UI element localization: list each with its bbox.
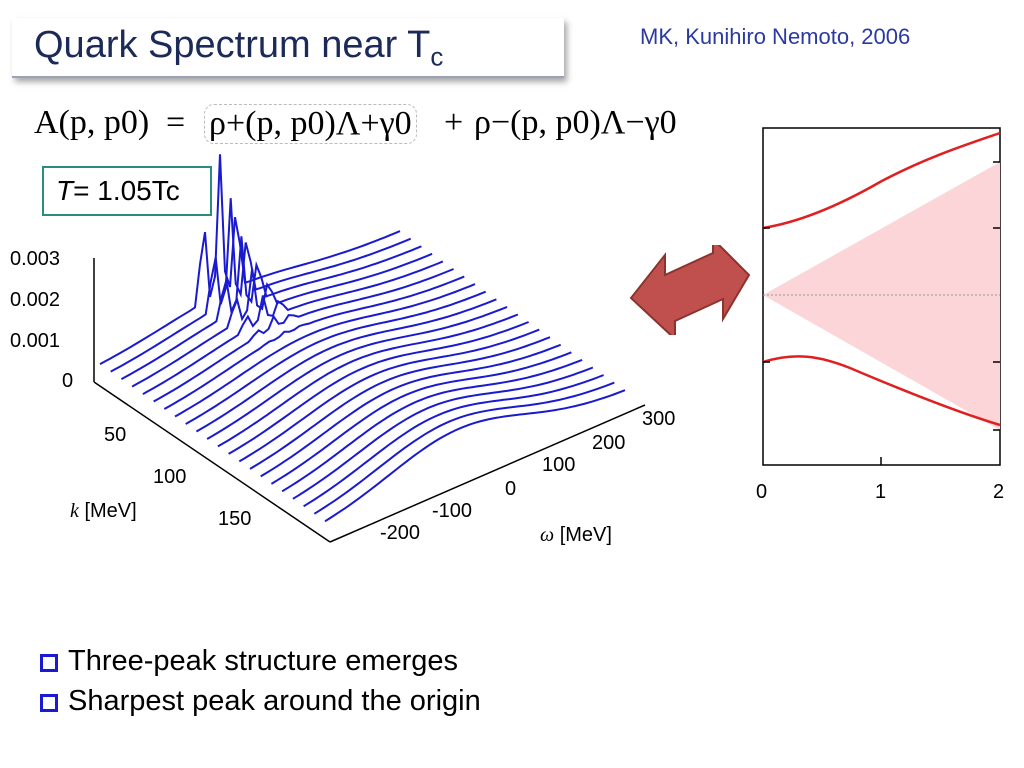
spectrum-slice-line <box>249 336 551 470</box>
spectrum-slice-line <box>217 313 519 448</box>
spectrum-slice-line <box>281 358 583 493</box>
omega-tick-label: 200 <box>592 432 626 454</box>
bullet-item: Three-peak structure emerges <box>40 645 458 678</box>
x-tick-label: 2 <box>993 481 1005 503</box>
spectrum-slice-line <box>110 198 412 373</box>
k-axis <box>93 381 331 543</box>
upper-branch-line <box>762 131 1001 230</box>
spectrum-slice-line <box>270 351 572 485</box>
k-tick-label: 100 <box>153 466 187 488</box>
formula-equals: = <box>166 104 186 141</box>
spectrum-slice-line <box>303 374 604 508</box>
spectrum-slice-line <box>228 321 529 455</box>
spectrum-slice-line <box>238 328 540 463</box>
k-tick-label: 150 <box>218 508 252 530</box>
lower-branch-line <box>762 355 1001 427</box>
z-tick-label: 0.003 <box>10 248 61 270</box>
double-arrow-shape <box>629 245 751 335</box>
omega-axis <box>329 404 646 543</box>
omega-tick-label: 100 <box>542 454 576 476</box>
spectrum-slice-line <box>292 366 594 500</box>
omega-tick-label: 0 <box>505 478 517 500</box>
temperature-box: T= 1.05Tc <box>42 166 212 216</box>
square-bullet-icon <box>40 694 58 712</box>
slide-title: Quark Spectrum near Tc <box>34 24 444 72</box>
author-credit: MK, Kunihiro Nemoto, 2006 <box>640 24 911 49</box>
omega-tick-label: 300 <box>642 408 676 430</box>
continuum-region <box>763 162 1000 430</box>
x-tick-label: 1 <box>875 481 887 503</box>
waterfall-lines <box>99 154 626 523</box>
k-axis-label: k [MeV] <box>70 500 137 522</box>
omega-tick-label: -100 <box>432 500 473 522</box>
formula-lhs: A(p, p0) <box>34 104 150 141</box>
spectrum-slice-line <box>260 343 562 478</box>
z-tick-label: 0.001 <box>10 330 61 352</box>
formula-term-plus: ρ+(p, p0)Λ+γ0 <box>204 104 417 144</box>
omega-tick-label: -200 <box>380 522 421 544</box>
omega-axis-label: ω [MeV] <box>540 524 612 546</box>
spectral-formula: A(p, p0) = ρ+(p, p0)Λ+γ0 + ρ−(p, p0)Λ−γ0 <box>34 98 714 160</box>
k-tick-label: 50 <box>104 424 127 446</box>
spectrum-slice-line <box>153 268 454 403</box>
title-box <box>12 18 564 78</box>
x-tick-label: 0 <box>756 481 768 503</box>
z-tick-label: 0 <box>62 370 74 392</box>
formula-term-minus: ρ−(p, p0)Λ−γ0 <box>474 104 677 141</box>
formula-plus: + <box>444 104 464 141</box>
spectrum-slice-line <box>195 298 497 433</box>
spectrum-slice-line <box>324 389 626 523</box>
spectrum-slice-line <box>206 305 508 440</box>
spectrum-slice-line <box>163 275 465 410</box>
spectrum-slice-line <box>174 283 476 418</box>
spectrum-slice-line <box>185 290 487 425</box>
square-bullet-icon <box>40 654 58 672</box>
bullet-item: Sharpest peak around the origin <box>40 685 481 718</box>
spectrum-slice-line <box>142 260 444 395</box>
spectrum-slice-line <box>131 252 433 388</box>
z-tick-label: 0.002 <box>10 289 61 311</box>
double-arrow <box>629 245 751 335</box>
dispersion-ticks <box>763 161 1000 465</box>
spectrum-slice-line <box>120 236 422 380</box>
spectrum-slice-line <box>313 381 615 515</box>
